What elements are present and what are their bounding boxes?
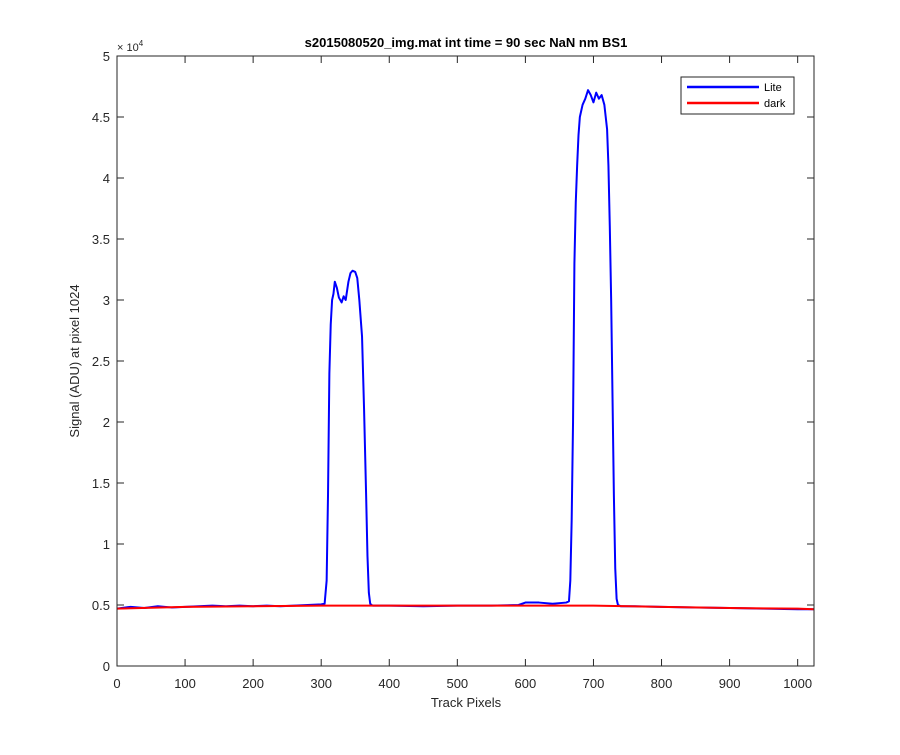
x-ticks: 0 100 200 300 400 500 600 700 800 900 1000 — [113, 56, 812, 691]
y-tick-label-5000: 0.5 — [92, 598, 110, 613]
legend-label-dark: dark — [764, 98, 786, 110]
y-tick-label-30000: 3 — [103, 293, 110, 308]
series-line-dark — [116, 604, 815, 611]
x-tick-label-400: 400 — [378, 676, 400, 691]
x-axis-label: Track Pixels — [431, 695, 502, 710]
x-tick-label-200: 200 — [242, 676, 264, 691]
y-tick-label-20000: 2 — [103, 415, 110, 430]
y-axis-label: Signal (ADU) at pixel 1024 — [67, 284, 82, 437]
chart-title: s2015080520_img.mat int time = 90 sec Na… — [305, 35, 628, 50]
legend: Lite dark — [680, 76, 795, 115]
x-tick-label-700: 700 — [583, 676, 605, 691]
x-tick-label-100: 100 — [174, 676, 196, 691]
x-tick-label-0: 0 — [113, 676, 120, 691]
legend-box — [680, 76, 795, 115]
y-tick-label-45000: 4.5 — [92, 110, 110, 125]
y-ticks: 0 0.5 1 1.5 2 2.5 3 3.5 4 4.5 5 — [92, 49, 814, 674]
legend-label-lite: Lite — [764, 82, 782, 94]
x-tick-label-500: 500 — [446, 676, 468, 691]
y-tick-label-0: 0 — [103, 659, 110, 674]
y-exponent-label: × 104 — [117, 39, 144, 54]
y-exponent-base: × 10 — [117, 42, 139, 54]
x-tick-label-600: 600 — [515, 676, 537, 691]
y-tick-label-15000: 1.5 — [92, 476, 110, 491]
x-tick-label-800: 800 — [651, 676, 673, 691]
x-tick-label-300: 300 — [310, 676, 332, 691]
series-layer — [116, 89, 815, 611]
y-tick-label-50000: 5 — [103, 49, 110, 64]
y-tick-label-35000: 3.5 — [92, 232, 110, 247]
y-tick-label-25000: 2.5 — [92, 354, 110, 369]
y-tick-label-10000: 1 — [103, 537, 110, 552]
y-tick-label-40000: 4 — [103, 171, 110, 186]
plot-area — [117, 56, 814, 666]
x-tick-label-900: 900 — [719, 676, 741, 691]
y-exponent-power: 4 — [139, 39, 144, 48]
x-tick-label-1000: 1000 — [783, 676, 812, 691]
